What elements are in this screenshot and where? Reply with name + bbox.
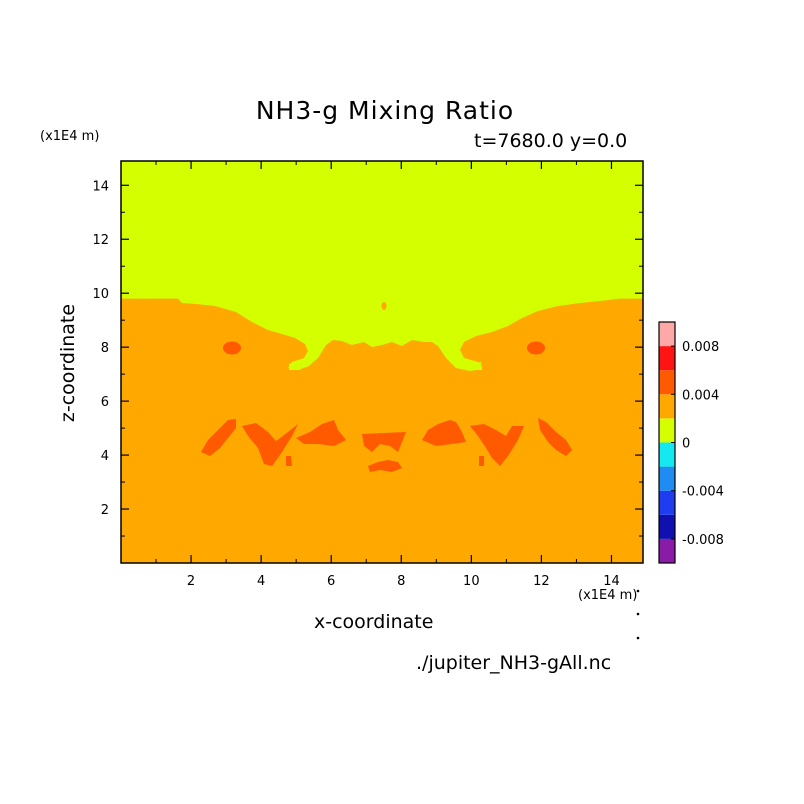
x-axis-label: x-coordinate bbox=[314, 611, 434, 633]
y-tick-label: 14 bbox=[92, 179, 109, 194]
colorbar-swatch bbox=[659, 538, 675, 563]
colorbar-swatch bbox=[659, 466, 675, 491]
x-tick-label: 12 bbox=[533, 574, 550, 589]
chart-title: NH3-g Mixing Ratio bbox=[255, 96, 515, 125]
y-tick-label: 12 bbox=[92, 233, 109, 248]
colorbar-swatch bbox=[659, 322, 675, 347]
corner-dot bbox=[636, 636, 640, 640]
patch bbox=[242, 423, 298, 466]
colorbar-swatch bbox=[659, 490, 675, 515]
colorbar-label: -0.008 bbox=[682, 533, 724, 548]
upper-lobe bbox=[470, 362, 482, 370]
x-tick-label: 2 bbox=[187, 574, 195, 589]
x-tick-label: 4 bbox=[257, 574, 265, 589]
plot-area bbox=[121, 161, 643, 563]
y-tick-label: 8 bbox=[101, 341, 109, 356]
colorbar-label: 0.004 bbox=[682, 388, 719, 403]
y-unit-label: (x1E4 m) bbox=[40, 129, 100, 144]
file-name-label: ./jupiter_NH3-gAll.nc bbox=[416, 652, 612, 674]
colorbar-label: 0.008 bbox=[682, 340, 719, 355]
x-unit-label: (x1E4 m) bbox=[578, 588, 638, 603]
small-patch bbox=[381, 302, 387, 310]
y-tick-label: 10 bbox=[92, 287, 109, 302]
lower-region bbox=[121, 298, 643, 563]
x-tick-label: 8 bbox=[397, 574, 405, 589]
colorbar: 0.008 0.004 0 -0.004 -0.008 bbox=[658, 321, 724, 564]
plot-frame bbox=[120, 160, 644, 564]
colorbar-label: 0 bbox=[682, 437, 690, 452]
patch bbox=[368, 460, 402, 472]
patch bbox=[422, 420, 466, 446]
corner-dot bbox=[636, 612, 640, 616]
chart-subtitle: t=7680.0 y=0.0 bbox=[474, 130, 628, 152]
colorbar-label: -0.004 bbox=[682, 485, 724, 500]
upper-lobe bbox=[289, 362, 300, 370]
patch bbox=[286, 456, 292, 466]
y-tick-label: 2 bbox=[101, 503, 109, 518]
patch bbox=[538, 418, 572, 456]
patch bbox=[201, 419, 236, 456]
x-tick-label: 14 bbox=[603, 574, 620, 589]
patch bbox=[223, 341, 241, 355]
patch bbox=[362, 432, 406, 452]
colorbar-swatch bbox=[659, 394, 675, 419]
colorbar-swatch bbox=[659, 418, 675, 443]
axes: 2 4 6 8 10 12 14 2 4 6 8 10 12 14 bbox=[92, 160, 644, 589]
patch bbox=[527, 341, 545, 355]
colorbar-swatch bbox=[659, 370, 675, 395]
x-tick-label: 10 bbox=[463, 574, 480, 589]
patch bbox=[479, 456, 484, 466]
y-tick-label: 4 bbox=[101, 449, 109, 464]
y-tick-label: 6 bbox=[101, 395, 109, 410]
corner-marks bbox=[636, 589, 640, 640]
x-tick-label: 6 bbox=[327, 574, 335, 589]
corner-dot bbox=[636, 589, 640, 593]
colorbar-swatch bbox=[659, 514, 675, 539]
patch bbox=[470, 424, 524, 466]
colorbar-swatch bbox=[659, 346, 675, 371]
colorbar-swatch bbox=[659, 442, 675, 467]
patch bbox=[296, 420, 346, 446]
